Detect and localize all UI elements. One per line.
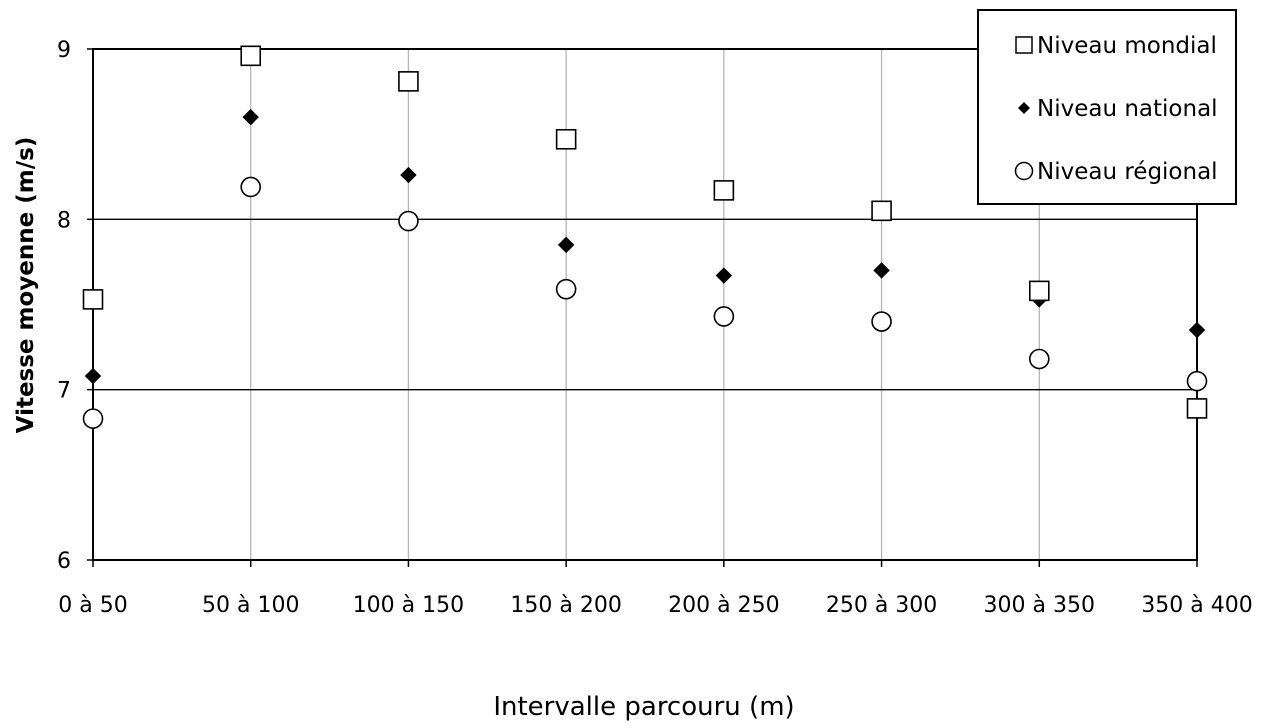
legend-national-label: Niveau national xyxy=(1037,96,1218,122)
x-tick-label: 300 à 350 xyxy=(984,593,1095,618)
x-axis-ticks: 0 à 50 50 à 100 100 à 150 150 à 200 200 à 25… xyxy=(58,560,1253,618)
point-national xyxy=(84,367,102,385)
point-mondial xyxy=(398,71,419,92)
point-mondial xyxy=(1186,398,1208,419)
point-national xyxy=(242,108,259,126)
point-mondial xyxy=(240,45,262,67)
legend-national-marker xyxy=(1018,102,1030,114)
point-regional xyxy=(1186,370,1208,392)
x-tick-label: 0 à 50 xyxy=(58,593,127,618)
point-national xyxy=(715,267,733,284)
legend: Niveau mondial Niveau national Niveau régi… xyxy=(977,9,1237,205)
x-tick-label: 200 à 250 xyxy=(668,593,779,618)
legend-items: Niveau mondial Niveau national Niveau régi… xyxy=(1014,33,1218,185)
y-axis-ticks: 6 7 8 9 xyxy=(57,38,93,574)
y-tick-label: 9 xyxy=(57,38,71,63)
legend-regional-label: Niveau régional xyxy=(1037,159,1218,185)
x-tick-label: 150 à 200 xyxy=(510,593,621,618)
data-marks xyxy=(82,45,1208,429)
point-mondial xyxy=(871,200,892,222)
point-national xyxy=(557,236,575,254)
x-tick-label: 100 à 150 xyxy=(353,593,464,618)
legend-mondial-label: Niveau mondial xyxy=(1037,33,1217,59)
legend-mondial-marker xyxy=(1015,36,1033,54)
point-mondial xyxy=(713,180,735,201)
point-regional xyxy=(240,176,262,198)
y-tick-label: 6 xyxy=(57,549,71,574)
point-national xyxy=(1188,321,1206,339)
point-mondial xyxy=(1028,280,1050,302)
point-mondial xyxy=(555,128,577,150)
y-tick-label: 7 xyxy=(57,379,71,404)
point-national xyxy=(873,262,890,279)
point-regional xyxy=(82,408,104,429)
y-axis-title: Vitesse moyenne (m/s) xyxy=(13,137,39,434)
point-regional xyxy=(555,278,577,300)
point-mondial xyxy=(82,289,104,310)
point-regional xyxy=(398,210,419,232)
point-national xyxy=(400,166,417,184)
x-axis-title: Intervalle parcouru (m) xyxy=(493,692,794,722)
x-tick-label: 350 à 400 xyxy=(1141,593,1252,618)
point-regional xyxy=(871,311,892,332)
legend-regional-marker xyxy=(1014,161,1034,181)
x-tick-label: 50 à 100 xyxy=(202,593,299,618)
point-regional xyxy=(713,306,735,327)
y-tick-label: 8 xyxy=(57,208,71,233)
x-tick-label: 250 à 300 xyxy=(826,593,937,618)
point-regional xyxy=(1028,348,1050,370)
